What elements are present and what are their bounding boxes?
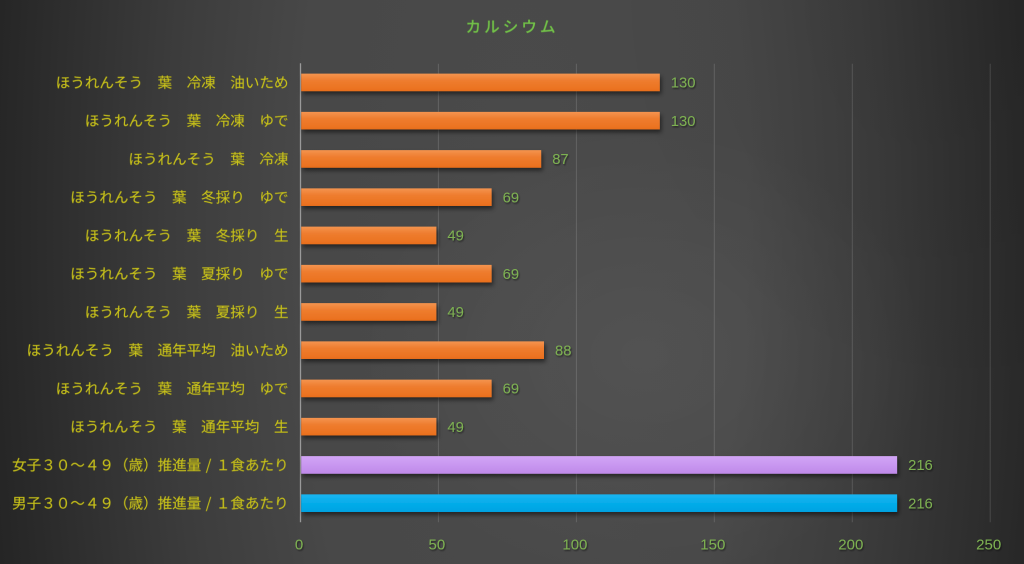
svg-text:88: 88 [555,344,571,360]
svg-text:200: 200 [838,537,863,554]
svg-text:49: 49 [447,420,463,436]
svg-text:0: 0 [295,537,303,554]
svg-text:130: 130 [671,76,696,92]
svg-text:216: 216 [908,497,933,513]
svg-text:69: 69 [503,382,519,398]
svg-text:250: 250 [976,537,1001,554]
svg-text:87: 87 [552,152,568,168]
svg-text:69: 69 [503,191,519,207]
svg-text:49: 49 [447,229,463,245]
svg-text:150: 150 [700,537,725,554]
svg-text:50: 50 [429,537,446,554]
svg-text:69: 69 [503,267,519,283]
svg-text:130: 130 [671,114,696,130]
svg-text:216: 216 [908,458,933,474]
svg-text:49: 49 [447,305,463,321]
svg-text:100: 100 [562,537,587,554]
